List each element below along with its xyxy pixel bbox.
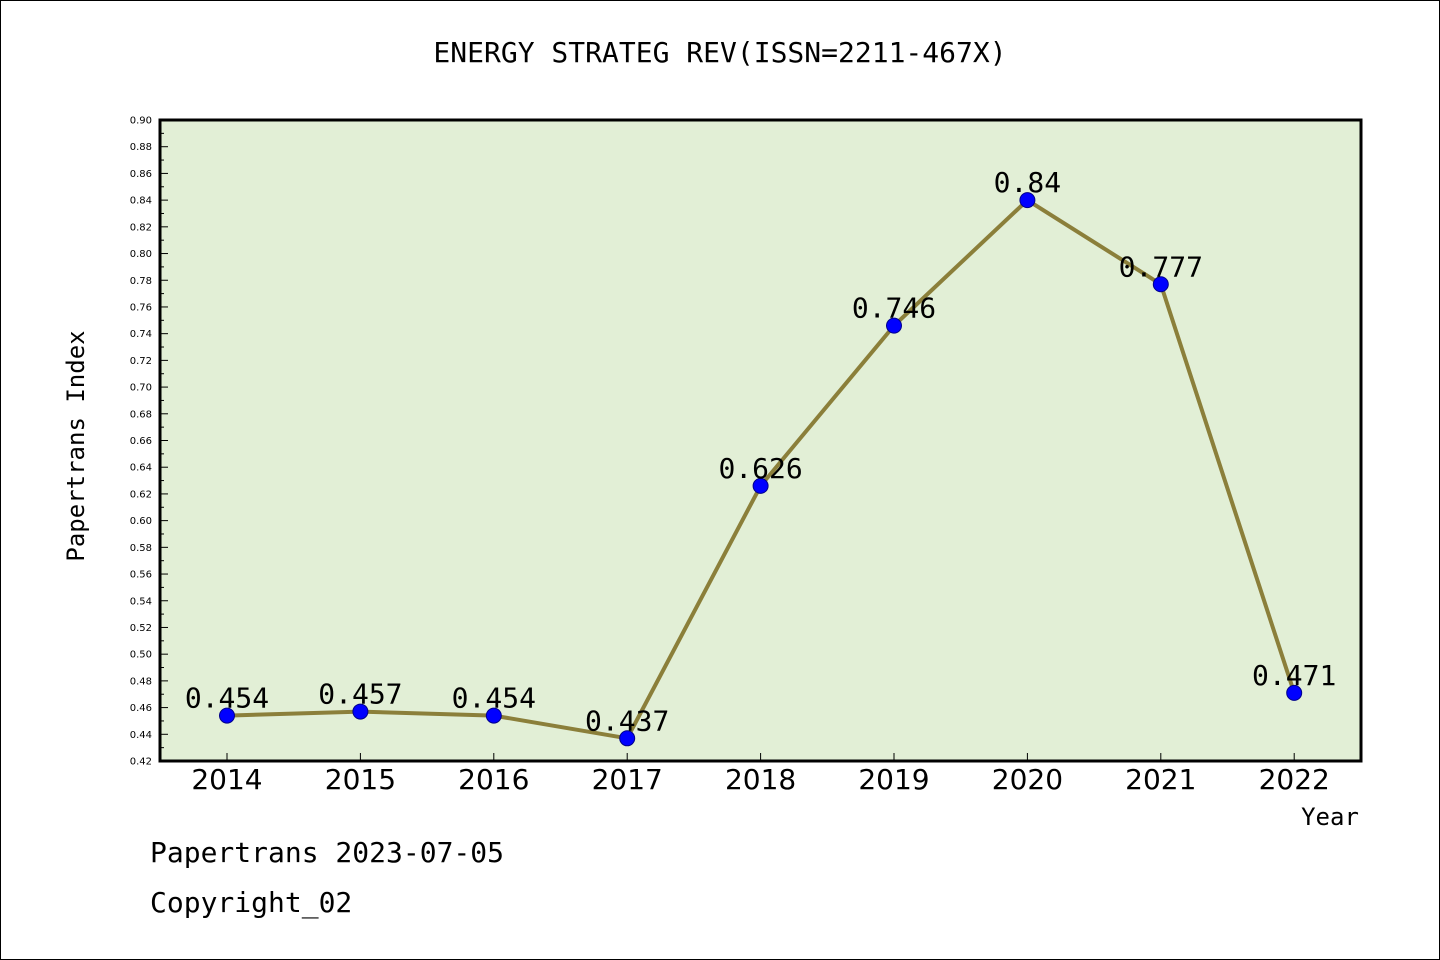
x-tick-label: 2021 xyxy=(1125,763,1196,796)
data-point xyxy=(752,477,769,494)
y-tick-label: 0.74 xyxy=(130,329,152,340)
data-point xyxy=(1019,192,1036,209)
y-tick-label: 0.56 xyxy=(130,570,152,581)
data-label: 0.746 xyxy=(852,292,936,325)
markers xyxy=(219,192,1303,747)
data-point xyxy=(1286,684,1303,701)
y-tick-label: 0.58 xyxy=(130,543,152,554)
data-label: 0.84 xyxy=(994,166,1061,199)
y-tick-label: 0.48 xyxy=(130,676,152,687)
y-tick-label: 0.60 xyxy=(130,516,152,527)
y-tick-label: 0.50 xyxy=(130,650,152,661)
data-label: 0.777 xyxy=(1119,250,1203,283)
data-label: 0.454 xyxy=(452,682,536,715)
data-label: 0.626 xyxy=(718,452,802,485)
x-tick-label: 2016 xyxy=(458,763,529,796)
y-tick-label: 0.70 xyxy=(130,383,152,394)
x-tick-label: 2015 xyxy=(325,763,396,796)
y-tick-label: 0.88 xyxy=(130,142,152,153)
plot-area xyxy=(158,118,1363,763)
data-label: 0.457 xyxy=(318,678,402,711)
footer-date: Papertrans 2023-07-05 xyxy=(150,836,505,869)
data-labels: 0.454 0.457 0.454 0.437 0.626 0.746 0.84 0.777 0… xyxy=(185,166,1336,737)
y-tick-label: 0.64 xyxy=(130,463,152,474)
y-tick-label: 0.44 xyxy=(130,730,152,741)
y-tick-label: 0.52 xyxy=(130,623,152,634)
y-tick-label: 0.76 xyxy=(130,302,152,313)
x-axis: 2014 2015 2016 2017 2018 2019 2020 2021 2022 xyxy=(191,753,1330,796)
data-point xyxy=(352,703,369,720)
data-label: 0.471 xyxy=(1252,659,1336,692)
y-axis-label: Papertrans Index xyxy=(62,330,90,561)
data-point xyxy=(886,317,902,334)
y-tick-label: 0.84 xyxy=(130,196,152,207)
y-tick-label: 0.62 xyxy=(130,489,152,500)
x-tick-label: 2018 xyxy=(725,763,796,796)
x-tick-label: 2017 xyxy=(592,763,663,796)
x-tick-label: 2022 xyxy=(1259,763,1330,796)
y-tick-label: 0.66 xyxy=(130,436,152,447)
y-tick-label: 0.72 xyxy=(130,356,152,367)
y-tick-label: 0.90 xyxy=(130,116,152,127)
y-tick-label: 0.68 xyxy=(130,409,152,420)
data-label: 0.437 xyxy=(585,704,669,737)
y-tick-label: 0.86 xyxy=(130,169,152,180)
data-point xyxy=(1152,276,1169,293)
x-axis-label: Year xyxy=(1301,803,1359,831)
data-point xyxy=(219,707,235,724)
y-axis: 0.42 0.44 0.46 0.48 0.50 0.52 0.54 0.56 0.58 0.60… xyxy=(130,116,168,768)
y-tick-label: 0.80 xyxy=(130,249,152,260)
data-label: 0.454 xyxy=(185,682,269,715)
y-tick-label: 0.54 xyxy=(130,596,152,607)
x-tick-label: 2020 xyxy=(992,763,1063,796)
chart-title: ENERGY STRATEG REV(ISSN=2211-467X) xyxy=(433,36,1007,69)
y-tick-label: 0.46 xyxy=(130,703,152,714)
data-point xyxy=(619,730,636,747)
y-tick-label: 0.42 xyxy=(130,757,152,768)
footer-copyright: Copyright_02 xyxy=(150,886,353,919)
y-tick-label: 0.82 xyxy=(130,222,152,233)
x-tick-label: 2014 xyxy=(191,763,262,796)
x-tick-label: 2019 xyxy=(858,763,929,796)
y-tick-label: 0.78 xyxy=(130,276,152,287)
data-point xyxy=(485,707,502,724)
